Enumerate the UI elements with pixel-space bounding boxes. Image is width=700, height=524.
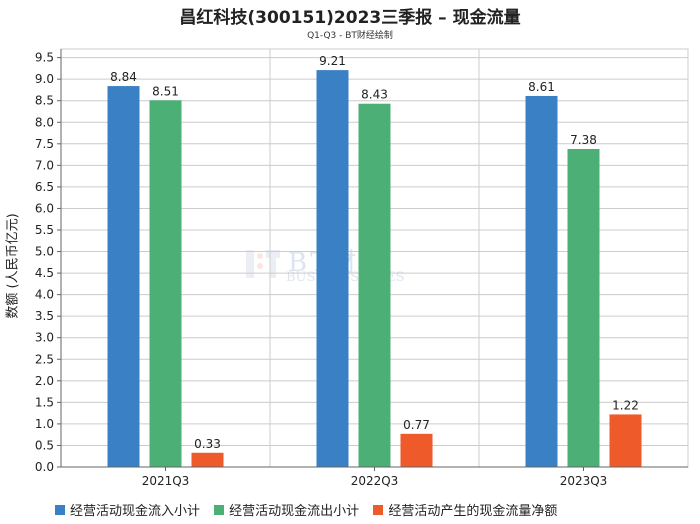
- y-tick-label: 1.0: [35, 417, 54, 431]
- legend-label-inflow: 经营活动现金流入小计: [70, 504, 201, 519]
- data-label: 1.22: [612, 398, 639, 412]
- y-tick-label: 2.0: [35, 374, 54, 388]
- y-tick-label: 7.0: [35, 158, 54, 172]
- y-tick-label: 3.0: [35, 331, 54, 345]
- y-tick-label: 5.0: [35, 245, 54, 259]
- legend-label-outflow: 经营活动现金流出小计: [229, 504, 360, 519]
- y-tick-label: 1.5: [35, 395, 54, 409]
- chart-subtitle: Q1-Q3 - BT财经绘制: [307, 31, 393, 41]
- y-tick-label: 4.0: [35, 288, 54, 302]
- chart-title: 昌红科技(300151)2023三季报 – 现金流量: [179, 8, 521, 28]
- bar: [358, 103, 391, 467]
- y-tick-label: 2.5: [35, 352, 54, 366]
- y-tick-label: 9.5: [35, 51, 54, 65]
- y-tick-label: 8.5: [35, 94, 54, 108]
- data-label: 9.21: [319, 54, 346, 68]
- data-label: 8.43: [361, 88, 388, 102]
- data-label: 0.77: [403, 418, 430, 432]
- data-label: 8.84: [110, 70, 137, 84]
- legend-item-net[interactable]: 经营活动产生的现金流量净额: [373, 500, 557, 519]
- legend-item-outflow[interactable]: 经营活动现金流出小计: [214, 500, 359, 519]
- x-tick-label: 2023Q3: [560, 474, 608, 488]
- legend-swatch-net: [373, 504, 384, 515]
- data-label: 8.51: [152, 84, 179, 98]
- legend-item-inflow[interactable]: 经营活动现金流入小计: [55, 500, 200, 519]
- data-label: 0.33: [194, 437, 221, 451]
- y-tick-label: 4.5: [35, 266, 54, 280]
- bar: [316, 70, 349, 467]
- x-tick-label: 2021Q3: [142, 474, 190, 488]
- legend-swatch-outflow: [214, 504, 225, 515]
- bar: [400, 433, 433, 467]
- legend-label-net: 经营活动产生的现金流量净额: [388, 504, 558, 519]
- y-tick-label: 7.5: [35, 137, 54, 151]
- y-tick-label: 9.0: [35, 72, 54, 86]
- bar: [567, 148, 600, 467]
- bar: [149, 100, 182, 468]
- axes: 0.0 0.5 1.0 1.5 2.0 2.5 3.0 3.5 4.0 4.5 5.0 5.5 6.0 6…: [35, 49, 688, 488]
- watermark-logo-icon: [246, 250, 280, 278]
- bar: [191, 452, 224, 467]
- bar: [609, 414, 642, 467]
- y-tick-label: 8.0: [35, 115, 54, 129]
- bar: [107, 86, 140, 468]
- y-tick-label: 0.5: [35, 438, 54, 452]
- legend-swatch-inflow: [55, 504, 65, 515]
- y-tick-label: 3.5: [35, 309, 54, 323]
- y-tick-label: 6.0: [35, 201, 54, 215]
- y-tick-label: 5.5: [35, 223, 54, 237]
- legend: 经营活动现金流入小计 经营活动现金流出小计 经营活动产生的现金流量净额: [55, 500, 567, 519]
- data-labels: 8.84 8.51 0.33 9.21 8.43 0.77 8.61 7.38 1.22: [110, 54, 639, 451]
- y-tick-label: 6.5: [35, 180, 54, 194]
- bar: [525, 95, 558, 467]
- data-label: 7.38: [570, 133, 597, 147]
- x-tick-label: 2022Q3: [351, 474, 399, 488]
- data-label: 8.61: [528, 80, 555, 94]
- y-tick-label: 0.0: [35, 460, 54, 474]
- bars: [107, 70, 642, 468]
